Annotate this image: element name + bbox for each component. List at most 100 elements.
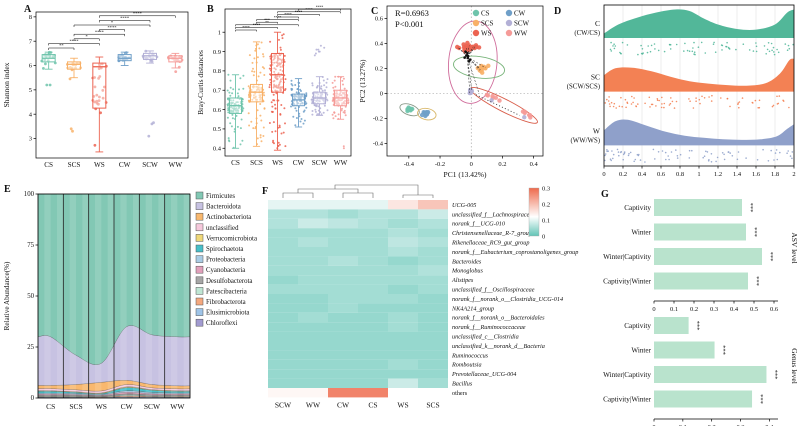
svg-text:0.5: 0.5	[213, 126, 221, 133]
svg-text:****: ****	[108, 25, 118, 30]
svg-text:-0.4: -0.4	[404, 161, 415, 168]
svg-text:***: ***	[747, 203, 754, 213]
svg-text:CS: CS	[231, 159, 240, 167]
svg-text:25: 25	[27, 344, 34, 351]
svg-text:SCW: SCW	[275, 400, 292, 409]
svg-text:Winter: Winter	[631, 346, 651, 354]
svg-text:0.2: 0.2	[542, 202, 550, 209]
svg-text:0: 0	[380, 91, 383, 98]
svg-text:0.3: 0.3	[710, 306, 718, 313]
svg-text:100: 100	[24, 191, 35, 198]
svg-text:WW: WW	[170, 402, 185, 411]
svg-text:Desulfobacterota: Desulfobacterota	[206, 278, 252, 285]
svg-text:4: 4	[29, 111, 33, 118]
svg-text:75: 75	[27, 242, 34, 249]
svg-text:norank_f__UCG-010: norank_f__UCG-010	[452, 221, 506, 228]
svg-text:***: ***	[264, 18, 270, 22]
svg-text:SCW: SCW	[312, 159, 328, 167]
svg-text:0.4: 0.4	[375, 41, 384, 48]
svg-text:CW: CW	[337, 400, 350, 409]
svg-text:0.8: 0.8	[213, 68, 221, 75]
svg-text:***: ***	[757, 394, 764, 404]
svg-text:***: ***	[753, 276, 760, 286]
svg-text:0.5: 0.5	[750, 306, 758, 313]
svg-text:norank_f__norank_o__Bacteroida: norank_f__norank_o__Bacteroidales	[452, 315, 545, 322]
svg-text:CW: CW	[293, 159, 305, 167]
svg-text:Bray-Curtis distances: Bray-Curtis distances	[196, 50, 205, 115]
pcoa-scatter-plot: -0.4 -0.2 0 0.2 0.4 -0.4 -0.2 0 0.2 0.4 0.6 PC1 (13…	[358, 5, 544, 179]
svg-text:1.6: 1.6	[752, 171, 761, 178]
svg-text:0.6: 0.6	[213, 107, 222, 114]
svg-text:***: ***	[771, 370, 778, 380]
svg-text:SCW: SCW	[144, 402, 161, 411]
anosim-r-value: R=0.6963	[395, 8, 429, 18]
svg-text:****: ****	[295, 11, 303, 15]
svg-text:Cyanobacteria: Cyanobacteria	[206, 267, 245, 274]
svg-text:*: *	[86, 34, 89, 39]
svg-text:SCS: SCS	[68, 161, 81, 169]
svg-text:WW: WW	[169, 161, 183, 169]
svg-text:0.2: 0.2	[690, 306, 698, 313]
svg-text:0.1: 0.1	[679, 424, 687, 426]
svg-text:-0.2: -0.2	[435, 161, 445, 168]
svg-text:PC1 (13.42%): PC1 (13.42%)	[444, 170, 487, 179]
svg-text:CW: CW	[514, 9, 526, 17]
svg-text:unclassified: unclassified	[206, 225, 239, 232]
svg-text:0.4: 0.4	[638, 171, 647, 178]
bray-curtis-boxplot: 0.4 0.5 0.6 0.7 0.8 0.9 1 Bray-Curtis distances…	[196, 5, 352, 167]
ridgeline-density-plot: C (CW/CS) SC (SCW/SCS) W (WW/WS) 0 0.2 0.4 0.6 0.8…	[567, 4, 796, 178]
panel-c-letter: C	[371, 6, 379, 17]
svg-text:0.8: 0.8	[676, 171, 684, 178]
svg-text:Patescibacteria: Patescibacteria	[206, 288, 247, 295]
svg-text:0.9: 0.9	[213, 49, 221, 56]
svg-text:Fibrobacterota: Fibrobacterota	[206, 299, 246, 306]
svg-text:WW: WW	[306, 400, 321, 409]
svg-text:0.6: 0.6	[375, 16, 384, 23]
svg-text:C: C	[595, 19, 600, 28]
svg-text:****: ****	[316, 5, 324, 9]
svg-text:0.7: 0.7	[213, 87, 222, 94]
svg-text:Rikenellaceae_RC9_gut_group: Rikenellaceae_RC9_gut_group	[451, 240, 529, 247]
svg-text:6: 6	[29, 63, 33, 70]
svg-text:3: 3	[29, 136, 32, 143]
svg-text:Captivity|Winter: Captivity|Winter	[603, 395, 651, 403]
panel-f-letter: F	[262, 186, 269, 197]
anosim-p-value: P<0.001	[395, 19, 424, 29]
svg-text:Captivity: Captivity	[624, 322, 651, 330]
svg-text:Bacteroidota: Bacteroidota	[206, 204, 241, 211]
svg-text:50: 50	[27, 293, 34, 300]
svg-text:unclassified_c__Clostridia: unclassified_c__Clostridia	[452, 334, 519, 341]
svg-text:ASV level: ASV level	[790, 232, 799, 263]
panel-a-letter: A	[24, 4, 32, 15]
svg-text:WS: WS	[397, 400, 408, 409]
svg-text:Prevotellaceae_UCG-004: Prevotellaceae_UCG-004	[451, 371, 516, 378]
svg-text:*: *	[111, 20, 114, 25]
svg-text:unclassified_k__norank_d__Bact: unclassified_k__norank_d__Bacteria	[452, 343, 545, 350]
svg-text:0: 0	[602, 171, 605, 178]
svg-text:0.4: 0.4	[213, 145, 222, 152]
svg-text:1: 1	[697, 171, 700, 178]
svg-text:WW: WW	[334, 159, 348, 167]
svg-text:W: W	[593, 126, 601, 135]
svg-text:(SCW/SCS): (SCW/SCS)	[567, 84, 600, 91]
svg-text:NK4A214_group: NK4A214_group	[451, 305, 494, 312]
svg-text:(CW/CS): (CW/CS)	[574, 30, 600, 37]
panel-e-letter: E	[4, 184, 11, 195]
svg-text:0.3: 0.3	[736, 424, 744, 426]
svg-text:norank_f__Eubacterium_coprosta: norank_f__Eubacterium_coprostanoligenes_…	[452, 249, 578, 256]
svg-text:SCS: SCS	[69, 402, 82, 411]
svg-text:****: ****	[253, 24, 261, 28]
svg-text:Monoglobus: Monoglobus	[451, 268, 484, 275]
svg-text:Alistipes: Alistipes	[451, 277, 474, 284]
svg-text:****: ****	[242, 26, 250, 30]
svg-text:1: 1	[218, 29, 221, 36]
svg-text:WS: WS	[96, 402, 107, 411]
svg-text:CW: CW	[119, 161, 131, 169]
svg-text:***: ***	[694, 321, 701, 331]
svg-text:Shannon index: Shannon index	[2, 62, 11, 107]
svg-text:Captivity|Winter: Captivity|Winter	[603, 277, 651, 285]
svg-text:CS: CS	[46, 402, 55, 411]
svg-text:Romboutsia: Romboutsia	[451, 362, 482, 369]
svg-text:0.6: 0.6	[657, 171, 666, 178]
